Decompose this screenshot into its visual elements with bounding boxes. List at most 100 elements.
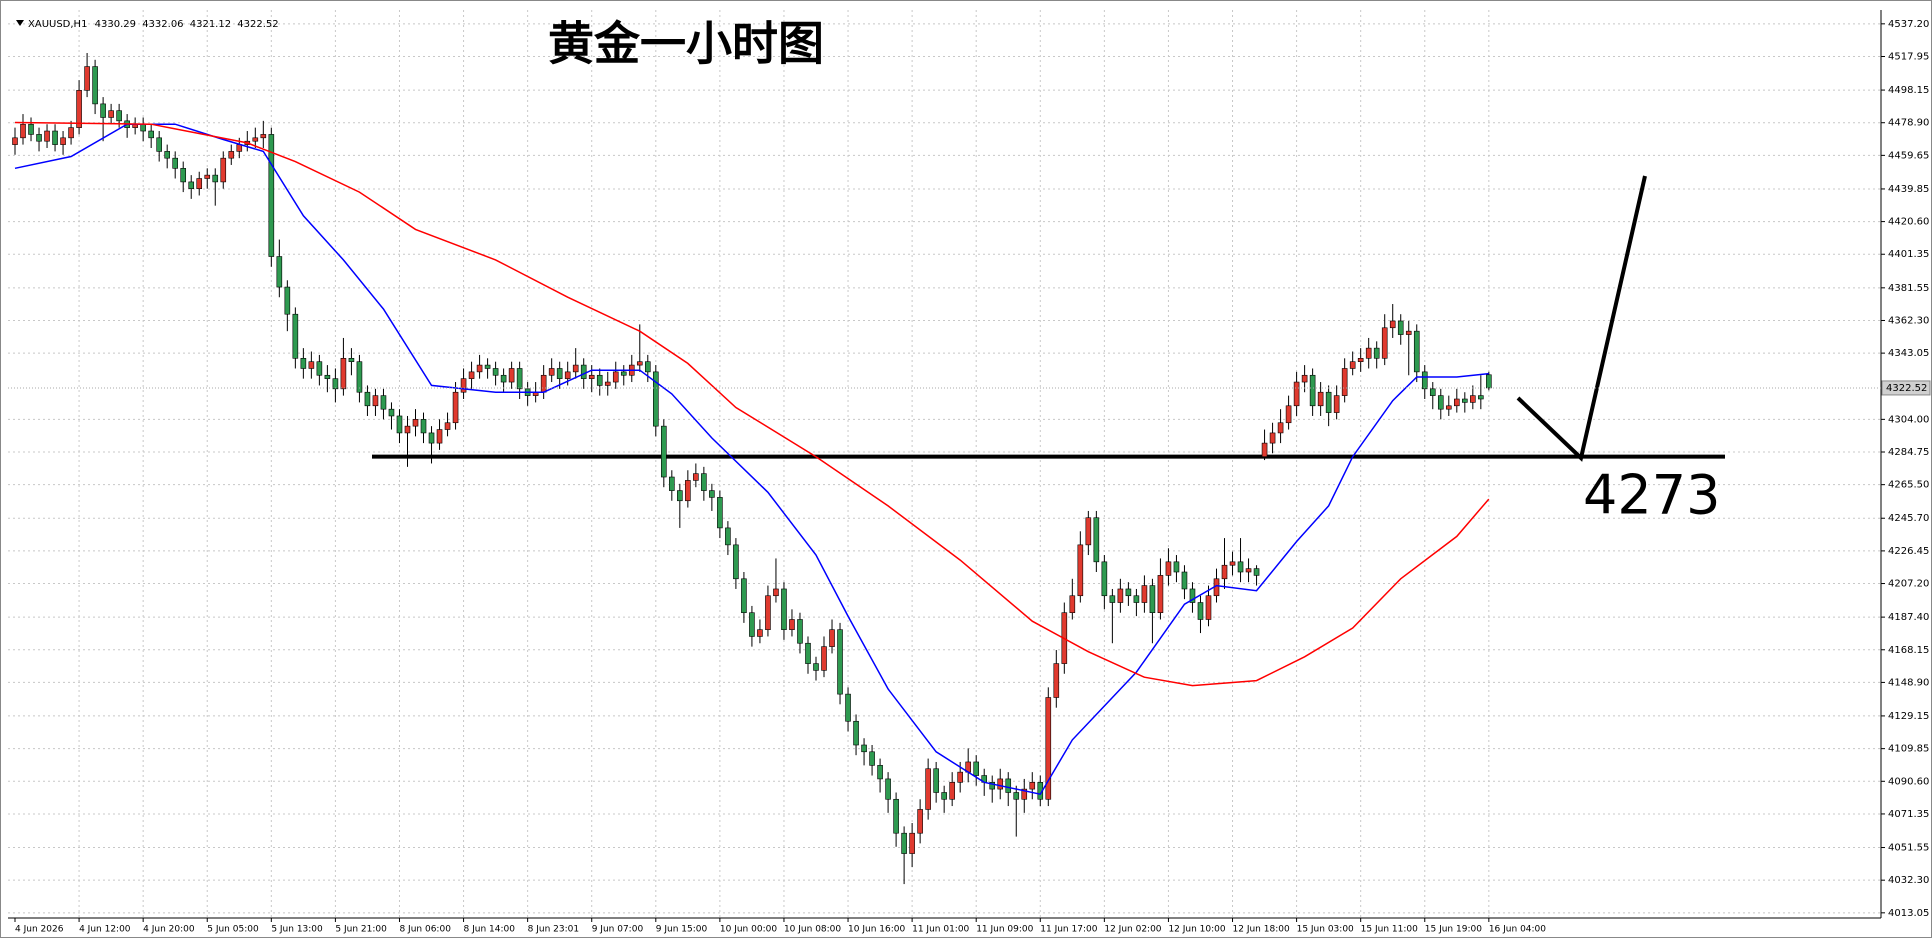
candle-body: [116, 110, 122, 122]
candle-body: [1269, 432, 1276, 444]
candle-body: [1285, 405, 1292, 424]
candle-body: [636, 361, 643, 366]
candle-body: [789, 619, 795, 630]
candle-body: [973, 761, 980, 776]
y-tick-label: 4187.40: [1888, 612, 1929, 623]
candle-body: [1341, 368, 1348, 396]
candle-body: [1229, 561, 1236, 566]
candle-body: [1454, 398, 1460, 407]
candle-body: [925, 768, 931, 810]
candle-body: [28, 123, 34, 135]
candle-body: [1181, 571, 1188, 590]
y-tick-label: 4439.85: [1888, 184, 1929, 195]
x-tick-label: 15 Jun 03:00: [1297, 925, 1354, 935]
candle-body: [1189, 588, 1196, 603]
candle-body: [652, 371, 659, 427]
candle-body: [661, 425, 667, 478]
candle-body: [1277, 422, 1284, 434]
candle-body: [677, 490, 683, 502]
candle-body: [1117, 588, 1124, 603]
drawn-check-mark: [1516, 175, 1647, 462]
candle-body: [412, 419, 419, 427]
candle-body: [693, 473, 699, 481]
candle-body: [436, 429, 443, 444]
candle-body: [941, 792, 947, 800]
candle-body: [1085, 517, 1092, 546]
candle-body: [284, 286, 291, 315]
candle-body: [52, 130, 58, 145]
candle-body: [733, 544, 739, 580]
candle-body: [797, 619, 803, 644]
x-tick-label: 11 Jun 01:00: [912, 925, 969, 935]
y-tick-label: 4265.50: [1888, 480, 1929, 491]
candle-body: [805, 642, 811, 664]
candle-body: [324, 374, 331, 379]
candle-body: [444, 422, 451, 430]
y-tick-label: 4051.55: [1888, 843, 1929, 854]
candle-body: [829, 629, 835, 647]
candle-body: [1253, 568, 1260, 576]
candle-body: [837, 629, 843, 695]
candle-body: [1101, 561, 1108, 597]
candle-body: [1029, 782, 1036, 790]
candle-body: [1237, 561, 1244, 573]
candle-body: [228, 151, 235, 159]
ma-line: [14, 123, 1489, 796]
candle-body: [1381, 327, 1388, 359]
candle-body: [44, 130, 50, 142]
candle-body: [292, 313, 299, 359]
candle-body: [1365, 347, 1372, 359]
candle-body: [1357, 358, 1364, 362]
candle-body: [1429, 388, 1436, 396]
candle-body: [220, 157, 227, 183]
x-tick-label: 9 Jun 07:00: [592, 925, 644, 935]
candle-body: [1333, 395, 1340, 413]
candle-body: [476, 364, 483, 373]
candle-body: [316, 361, 323, 376]
candle-body: [845, 693, 851, 722]
y-tick-label: 4284.75: [1888, 447, 1929, 458]
header-close: 4322.52: [237, 19, 278, 30]
candle-body: [1317, 391, 1324, 407]
x-tick-label: 10 Jun 00:00: [720, 925, 777, 935]
candle-body: [877, 765, 883, 780]
grid: [8, 10, 1881, 918]
candle-body: [1486, 374, 1492, 389]
header-high: 4332.06: [142, 19, 183, 30]
x-tick-label: 12 Jun 02:00: [1104, 925, 1161, 935]
candle-body: [701, 473, 707, 491]
x-tick-label: 10 Jun 16:00: [848, 925, 905, 935]
menu-arrow: [16, 20, 24, 26]
x-tick-label: 4 Jun 12:00: [79, 925, 131, 935]
candle-body: [60, 137, 66, 145]
candle-body: [741, 578, 747, 614]
y-tick-label: 4013.05: [1888, 908, 1929, 919]
candle-body: [380, 395, 387, 410]
y-tick-label: 4168.15: [1888, 645, 1929, 656]
candle-body: [460, 378, 467, 393]
x-tick-label: 9 Jun 15:00: [656, 925, 708, 935]
candle-body: [420, 419, 427, 434]
y-tick-label: 4109.85: [1888, 744, 1929, 755]
candle-body: [140, 123, 146, 132]
candle-body: [468, 371, 475, 379]
candle-body: [516, 368, 523, 390]
candle-body: [1325, 391, 1332, 413]
x-tick-label: 12 Jun 10:00: [1168, 925, 1225, 935]
candle-body: [997, 778, 1004, 790]
candle-body: [1309, 374, 1316, 407]
y-tick-label: 4478.90: [1888, 118, 1929, 129]
candle-body: [1445, 405, 1452, 410]
chart-title: 黄金一小时图: [548, 17, 824, 71]
candle-body: [156, 137, 162, 152]
candle-body: [1053, 663, 1060, 698]
y-tick-label: 4420.60: [1888, 217, 1929, 228]
candle-body: [92, 66, 98, 105]
y-tick-label: 4343.05: [1888, 348, 1929, 359]
candle-body: [1093, 517, 1100, 563]
candle-body: [188, 181, 195, 189]
y-tick-label: 4459.65: [1888, 150, 1929, 161]
candle-body: [1133, 595, 1140, 603]
candle-body: [1470, 395, 1476, 403]
